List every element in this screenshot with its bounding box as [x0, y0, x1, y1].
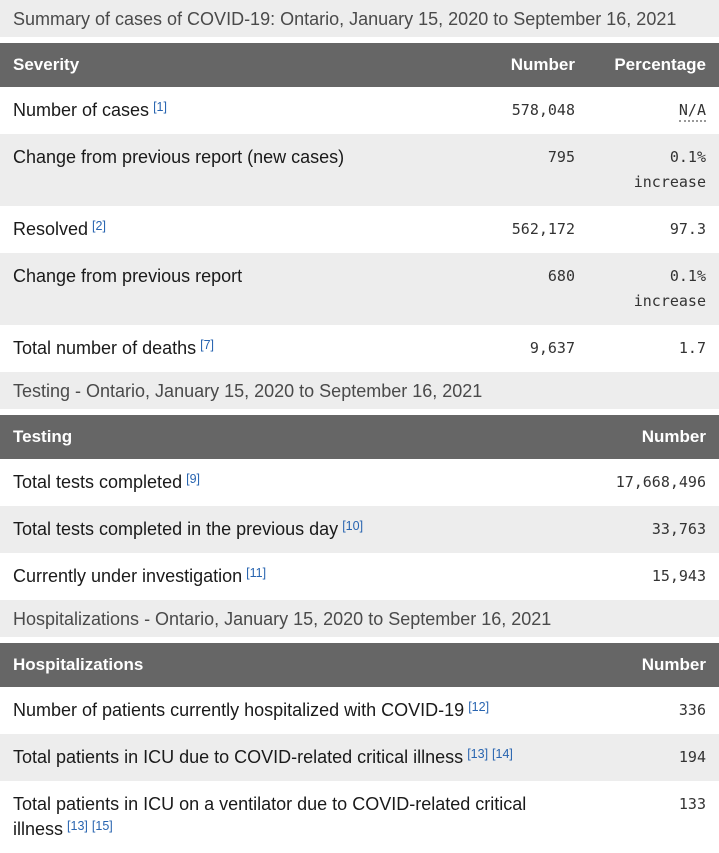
column-header: Hospitalizations: [0, 643, 599, 687]
row-label-cell: Total tests completed [9]: [0, 459, 599, 506]
row-label: Total tests completed in the previous da…: [13, 519, 339, 539]
table-caption: Summary of cases of COVID-19: Ontario, J…: [0, 0, 719, 43]
footnote-superscript: [7]: [200, 338, 214, 352]
row-label: Total patients in ICU on a ventilator du…: [13, 794, 527, 839]
column-header: Number: [460, 43, 588, 87]
row-label-cell: Total patients in ICU due to COVID-relat…: [0, 734, 599, 781]
percentage-value: 0.1% increase: [633, 148, 706, 191]
table-row: Number of patients currently hospitalize…: [0, 687, 719, 734]
row-percentage-cell: N/A: [588, 87, 719, 134]
row-label-cell: Total tests completed in the previous da…: [0, 506, 599, 553]
row-label-cell: Total number of deaths [7]: [0, 325, 460, 372]
header-row: Hospitalizations Number: [0, 643, 719, 687]
table-caption: Hospitalizations - Ontario, January 15, …: [0, 600, 719, 643]
footnote-link[interactable]: [2]: [92, 219, 106, 233]
table-row: Total tests completed [9] 17,668,496: [0, 459, 719, 506]
row-label: Number of cases: [13, 100, 150, 120]
table-row: Total number of deaths [7] 9,637 1.7: [0, 325, 719, 372]
footnote-superscript: [13]: [467, 747, 488, 761]
row-number-cell: 33,763: [651, 520, 706, 538]
footnote-link[interactable]: [13]: [467, 747, 489, 761]
row-number-cell: 194: [678, 748, 706, 766]
footnote-link[interactable]: [1]: [153, 100, 167, 114]
row-label: Total number of deaths: [13, 338, 197, 358]
row-label-cell: Total patients in ICU on a ventilator du…: [0, 781, 599, 853]
row-label-cell: Change from previous report (new cases): [0, 134, 460, 206]
column-header: Number: [599, 643, 719, 687]
row-percentage-cell: 0.1% increase: [588, 134, 719, 206]
row-percentage-cell: 97.3: [588, 206, 719, 253]
column-header: Percentage: [588, 43, 719, 87]
footnote-superscript: [9]: [186, 472, 200, 486]
row-number-cell: 680: [547, 267, 575, 285]
row-number-cell: 133: [678, 795, 706, 813]
footnote-link[interactable]: [15]: [91, 819, 113, 833]
table-caption: Testing - Ontario, January 15, 2020 to S…: [0, 372, 719, 415]
footnote-link[interactable]: [13]: [67, 819, 88, 833]
table-row: Total patients in ICU due to COVID-relat…: [0, 734, 719, 781]
row-number-cell: 15,943: [651, 567, 706, 585]
footnote-superscript: [15]: [92, 819, 113, 833]
not-applicable-abbr: N/A: [678, 101, 706, 122]
header-row: Testing Number: [0, 415, 719, 459]
table-testing: Testing - Ontario, January 15, 2020 to S…: [0, 372, 719, 600]
row-number-cell: 9,637: [529, 339, 575, 357]
header-row: Severity Number Percentage: [0, 43, 719, 87]
table-row: Total patients in ICU on a ventilator du…: [0, 781, 719, 853]
column-header: Testing: [0, 415, 599, 459]
percentage-value: 97.3: [669, 220, 706, 238]
footnote-superscript: [11]: [246, 566, 266, 580]
row-percentage-cell: 0.1% increase: [588, 253, 719, 325]
footnote-link[interactable]: [10]: [342, 519, 364, 533]
table-row: Change from previous report 680 0.1% incre…: [0, 253, 719, 325]
footnote-superscript: [10]: [342, 519, 363, 533]
footnote-superscript: [14]: [492, 747, 513, 761]
row-label-cell: Resolved [2]: [0, 206, 460, 253]
footnote-link[interactable]: [14]: [492, 747, 513, 761]
footnote-link[interactable]: [11]: [246, 566, 267, 580]
table-row: Resolved [2] 562,172 97.3: [0, 206, 719, 253]
row-number-cell: 795: [547, 148, 575, 166]
footnote-link[interactable]: [7]: [200, 338, 215, 352]
row-number-cell: 17,668,496: [615, 473, 706, 491]
column-header: Severity: [0, 43, 460, 87]
column-header: Number: [599, 415, 719, 459]
table-hospitalizations: Hospitalizations - Ontario, January 15, …: [0, 600, 719, 853]
row-number-cell: 578,048: [511, 101, 575, 119]
row-label: Resolved: [13, 219, 89, 239]
row-label: Number of patients currently hospitalize…: [13, 700, 465, 720]
table-row: Currently under investigation [11] 15,943: [0, 553, 719, 600]
row-label: Total tests completed: [13, 472, 183, 492]
row-label: Total patients in ICU due to COVID-relat…: [13, 747, 464, 767]
footnote-superscript: [1]: [153, 100, 167, 114]
footnote-superscript: [2]: [92, 219, 106, 233]
row-label: Change from previous report: [13, 266, 243, 286]
footnote-superscript: [13]: [67, 819, 88, 833]
row-label-cell: Number of cases [1]: [0, 87, 460, 134]
row-label: Currently under investigation: [13, 566, 243, 586]
percentage-value: 0.1% increase: [633, 267, 706, 310]
footnote-link[interactable]: [12]: [468, 700, 490, 714]
row-percentage-cell: 1.7: [588, 325, 719, 372]
table-row: Total tests completed in the previous da…: [0, 506, 719, 553]
footnote-link[interactable]: [9]: [186, 472, 200, 486]
table-row: Number of cases [1] 578,048 N/A: [0, 87, 719, 134]
row-number-cell: 562,172: [511, 220, 575, 238]
table-severity: Summary of cases of COVID-19: Ontario, J…: [0, 0, 719, 372]
row-label-cell: Change from previous report: [0, 253, 460, 325]
row-number-cell: 336: [678, 701, 706, 719]
row-label: Change from previous report (new cases): [13, 147, 345, 167]
row-label-cell: Currently under investigation [11]: [0, 553, 599, 600]
footnote-superscript: [12]: [468, 700, 489, 714]
row-label-cell: Number of patients currently hospitalize…: [0, 687, 599, 734]
percentage-value: 1.7: [678, 339, 706, 357]
table-row: Change from previous report (new cases) 7…: [0, 134, 719, 206]
